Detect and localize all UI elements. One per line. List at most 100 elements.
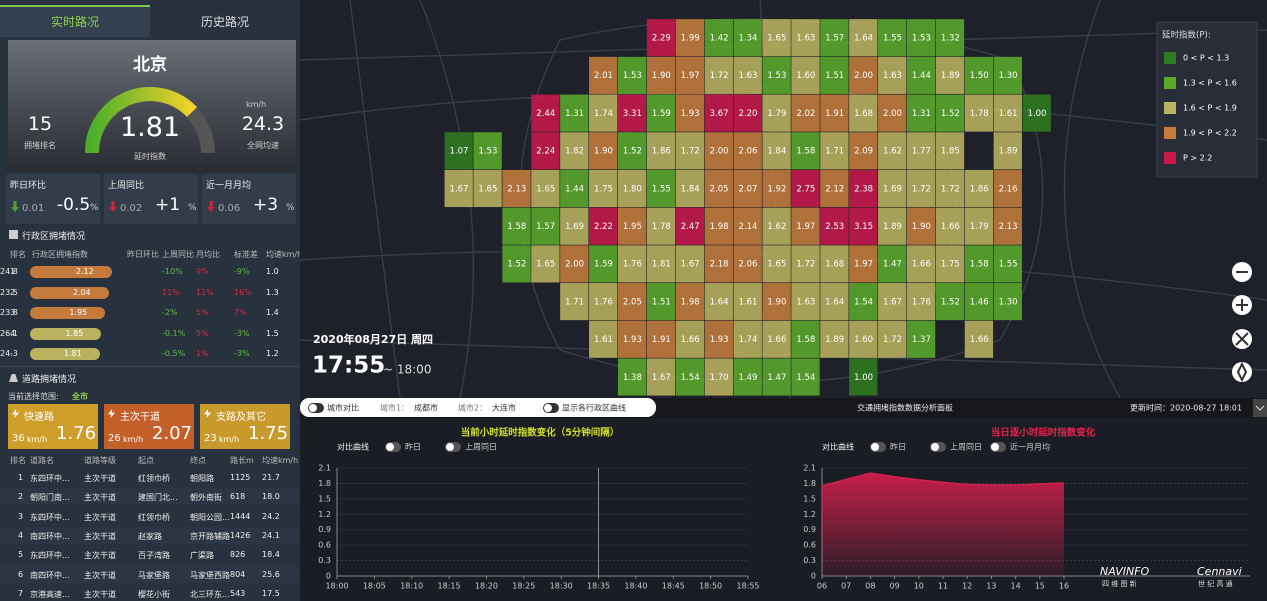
cell-label: 1.72 [681,147,700,157]
table-cell: 7 [18,588,24,598]
road-card[interactable] [8,404,98,449]
cell-label: 1.47 [883,260,902,270]
cell-label: 1.63 [796,297,815,307]
tab[interactable]: 历史路况 [200,15,249,29]
road-card[interactable] [104,404,194,449]
cell-label: 1.62 [767,222,786,232]
table-header: 路长m [230,456,254,465]
table-cell: -0.5% [162,349,186,358]
cell-label: 1.30 [999,297,1018,307]
cell-label: 1.76 [912,297,931,307]
cell-label: 2.20 [739,109,758,119]
heat-cell [993,169,1022,208]
heat-cell [906,169,936,208]
collapse-button[interactable] [1253,399,1267,417]
table-cell: 1.4 [266,308,279,317]
table-cell: 主次干道 [84,531,116,541]
cell-label: 1.61 [594,335,613,345]
chart-title: 当前小时延时指数变化（5分钟间隔） [461,427,620,439]
cell-label: 1.61 [999,109,1018,119]
heat-cell [849,245,878,283]
compare-label: 对比曲线 [337,442,369,452]
tab-active[interactable]: 实时路况 [0,5,150,37]
map-control[interactable] [1232,362,1252,382]
table-header: 道路等级 [84,456,116,465]
heat-cell [878,132,907,170]
heat-cell [791,19,820,57]
cell-label: 2.00 [710,147,729,157]
table-cell: -10% [162,267,183,276]
cell-label: 2.00 [854,71,873,81]
cell-label: 1.92 [767,184,786,194]
toggle-knob [991,443,999,451]
heat-cell [849,169,878,208]
heat-cell [791,245,820,283]
table-cell: 3 [10,308,16,317]
cell-label: 2.06 [739,147,758,157]
map-time-end: ~ 18:00 [383,363,431,377]
cell-label: 1.64 [854,34,873,44]
heat-cell [531,94,560,132]
x-tick-label: 14 [1011,582,1021,591]
compare-unit: % [90,203,99,213]
heat-cell [993,94,1022,132]
heat-cell [878,245,907,283]
heat-cell [733,94,762,132]
speed-unit: km/h [246,100,267,109]
cell-label: 1.54 [854,297,873,307]
bar-label: 显示各行政区曲线 [562,403,626,413]
heat-cell [531,207,560,245]
x-tick-label: 18:25 [512,582,535,591]
cell-label: 1.74 [594,109,613,119]
card-index: 1.75 [248,423,289,444]
heat-cell [964,169,994,208]
cell-label: 2.07 [739,184,758,194]
cell-label: 2.53 [825,222,844,232]
heat-cell [820,56,849,94]
road-card[interactable] [200,404,290,449]
x-tick-label: 10 [914,582,924,591]
heat-cell [589,283,618,321]
cell-label: 1.71 [825,147,844,157]
cell-label: 1.34 [739,34,758,44]
heat-cell [906,283,936,321]
heat-cell [704,19,733,57]
cell-label: 1.97 [854,260,873,270]
compare-pct: +3 [253,195,279,215]
logo-sub: 世 纪 高 通 [1198,579,1233,588]
heat-cell [820,19,849,57]
index-bar [30,266,112,278]
heat-cell [791,320,820,358]
heat-cell [531,169,560,208]
heat-cell [646,245,676,283]
legend-label: 0 < P < 1.3 [1183,54,1229,63]
heat-cell [878,320,907,358]
toggle-knob [931,443,939,451]
heat-cell [791,94,820,132]
card-unit: km/h [123,435,144,444]
cell-label: 1.68 [825,260,844,270]
heat-cell [733,358,762,396]
cell-label: 1.90 [912,222,931,232]
compare-cell [104,174,198,224]
heat-cell [906,320,936,358]
heat-cell [646,283,676,321]
table-cell: 5% [196,308,209,317]
heat-cell [646,94,676,132]
table-cell: 主次干道 [84,474,116,483]
table-cell: 4 [18,530,24,540]
cell-label: 1.51 [825,71,844,81]
heat-cell [762,169,791,208]
row-bg [0,546,300,564]
heat-cell [675,94,705,132]
index-bar [30,327,102,340]
cell-label: 1.31 [565,109,584,119]
cell-label: 2.24 [536,147,555,157]
table-header: 起点 [138,456,154,465]
heat-cell [878,207,907,245]
cell-label: 1.74 [739,335,758,345]
cell-label: 2.12 [825,184,844,194]
table-cell: 赵家路 [138,531,162,541]
table-header: 昨日环比 [127,250,159,259]
table-cell: 主次干道 [84,570,116,580]
